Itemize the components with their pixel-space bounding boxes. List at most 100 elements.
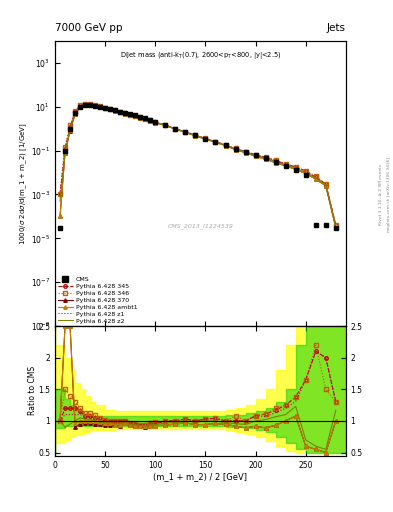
Pythia 6.428 346: [223, 142, 228, 148]
Pythia 6.428 370: [233, 146, 238, 153]
Pythia 6.428 z1: [303, 168, 308, 175]
Pythia 6.428 370: [193, 133, 198, 139]
Line: CMS: CMS: [58, 102, 338, 230]
Pythia 6.428 ambt1: [243, 150, 248, 156]
Pythia 6.428 370: [173, 126, 178, 132]
Pythia 6.428 ambt1: [273, 160, 278, 166]
Pythia 6.428 z2: [143, 116, 148, 122]
Pythia 6.428 ambt1: [88, 102, 92, 108]
CMS: [323, 222, 328, 228]
Pythia 6.428 345: [313, 175, 318, 181]
Pythia 6.428 345: [163, 122, 168, 128]
Pythia 6.428 370: [98, 104, 103, 110]
Pythia 6.428 346: [173, 125, 178, 132]
Pythia 6.428 345: [98, 103, 103, 110]
Pythia 6.428 346: [93, 102, 97, 108]
CMS: [118, 109, 123, 115]
Pythia 6.428 370: [213, 139, 218, 145]
Pythia 6.428 ambt1: [118, 109, 123, 115]
Pythia 6.428 ambt1: [138, 115, 143, 121]
CMS: [233, 146, 238, 152]
Pythia 6.428 z1: [93, 102, 97, 109]
Pythia 6.428 345: [263, 154, 268, 160]
Pythia 6.428 z1: [253, 152, 258, 158]
Pythia 6.428 z2: [133, 113, 138, 119]
Pythia 6.428 z2: [63, 148, 68, 155]
Pythia 6.428 z1: [223, 142, 228, 148]
Pythia 6.428 ambt1: [203, 136, 208, 142]
Pythia 6.428 z2: [313, 175, 318, 181]
Pythia 6.428 346: [98, 103, 103, 110]
Pythia 6.428 346: [108, 106, 112, 112]
Pythia 6.428 ambt1: [303, 170, 308, 177]
Pythia 6.428 346: [203, 135, 208, 141]
Pythia 6.428 z2: [263, 155, 268, 161]
Pythia 6.428 z2: [183, 129, 188, 135]
CMS: [213, 139, 218, 145]
Pythia 6.428 ambt1: [83, 102, 88, 108]
Pythia 6.428 370: [88, 102, 92, 109]
Pythia 6.428 345: [153, 119, 158, 125]
CMS: [193, 132, 198, 138]
Pythia 6.428 345: [63, 146, 68, 152]
CMS: [88, 102, 92, 108]
Pythia 6.428 ambt1: [213, 139, 218, 145]
Pythia 6.428 346: [243, 148, 248, 155]
Pythia 6.428 z2: [78, 103, 83, 110]
Pythia 6.428 z2: [233, 146, 238, 153]
CMS: [138, 114, 143, 120]
Pythia 6.428 z1: [143, 116, 148, 122]
Pythia 6.428 346: [283, 161, 288, 167]
Pythia 6.428 ambt1: [108, 106, 112, 112]
Pythia 6.428 z1: [68, 125, 72, 131]
Pythia 6.428 346: [113, 107, 118, 113]
Pythia 6.428 345: [73, 109, 77, 115]
Pythia 6.428 345: [138, 114, 143, 120]
Pythia 6.428 z1: [98, 103, 103, 110]
Pythia 6.428 z2: [123, 111, 128, 117]
Pythia 6.428 z2: [163, 122, 168, 128]
Pythia 6.428 346: [118, 109, 123, 115]
Pythia 6.428 345: [323, 181, 328, 187]
CMS: [293, 167, 298, 173]
Pythia 6.428 370: [93, 103, 97, 110]
CMS: [263, 155, 268, 161]
Pythia 6.428 ambt1: [233, 146, 238, 153]
Pythia 6.428 370: [203, 136, 208, 142]
Pythia 6.428 370: [303, 170, 308, 177]
Pythia 6.428 345: [78, 102, 83, 109]
Pythia 6.428 346: [333, 222, 338, 228]
CMS: [113, 107, 118, 113]
Pythia 6.428 345: [103, 104, 108, 111]
Pythia 6.428 z2: [138, 114, 143, 120]
Pythia 6.428 345: [293, 164, 298, 170]
Pythia 6.428 346: [163, 122, 168, 128]
CMS: [83, 102, 88, 108]
Pythia 6.428 z2: [108, 106, 112, 112]
CMS: [73, 110, 77, 116]
Pythia 6.428 ambt1: [223, 142, 228, 148]
Pythia 6.428 345: [193, 132, 198, 138]
Pythia 6.428 ambt1: [333, 225, 338, 231]
Pythia 6.428 z1: [293, 164, 298, 170]
Pythia 6.428 346: [133, 113, 138, 119]
Pythia 6.428 z2: [83, 102, 88, 108]
Pythia 6.428 370: [78, 104, 83, 110]
Pythia 6.428 z1: [183, 129, 188, 135]
Pythia 6.428 370: [83, 102, 88, 109]
Pythia 6.428 z1: [63, 146, 68, 153]
Text: 7000 GeV pp: 7000 GeV pp: [55, 23, 123, 33]
Pythia 6.428 ambt1: [293, 166, 298, 173]
Pythia 6.428 z2: [323, 182, 328, 188]
Pythia 6.428 z2: [118, 109, 123, 115]
Pythia 6.428 z2: [68, 126, 72, 132]
Pythia 6.428 z2: [253, 153, 258, 159]
Pythia 6.428 z1: [118, 109, 123, 115]
Pythia 6.428 370: [148, 118, 152, 124]
CMS: [78, 104, 83, 110]
Pythia 6.428 ambt1: [103, 105, 108, 111]
Pythia 6.428 z1: [333, 222, 338, 228]
Pythia 6.428 345: [58, 191, 62, 198]
Pythia 6.428 ambt1: [323, 183, 328, 189]
Pythia 6.428 346: [78, 102, 83, 108]
